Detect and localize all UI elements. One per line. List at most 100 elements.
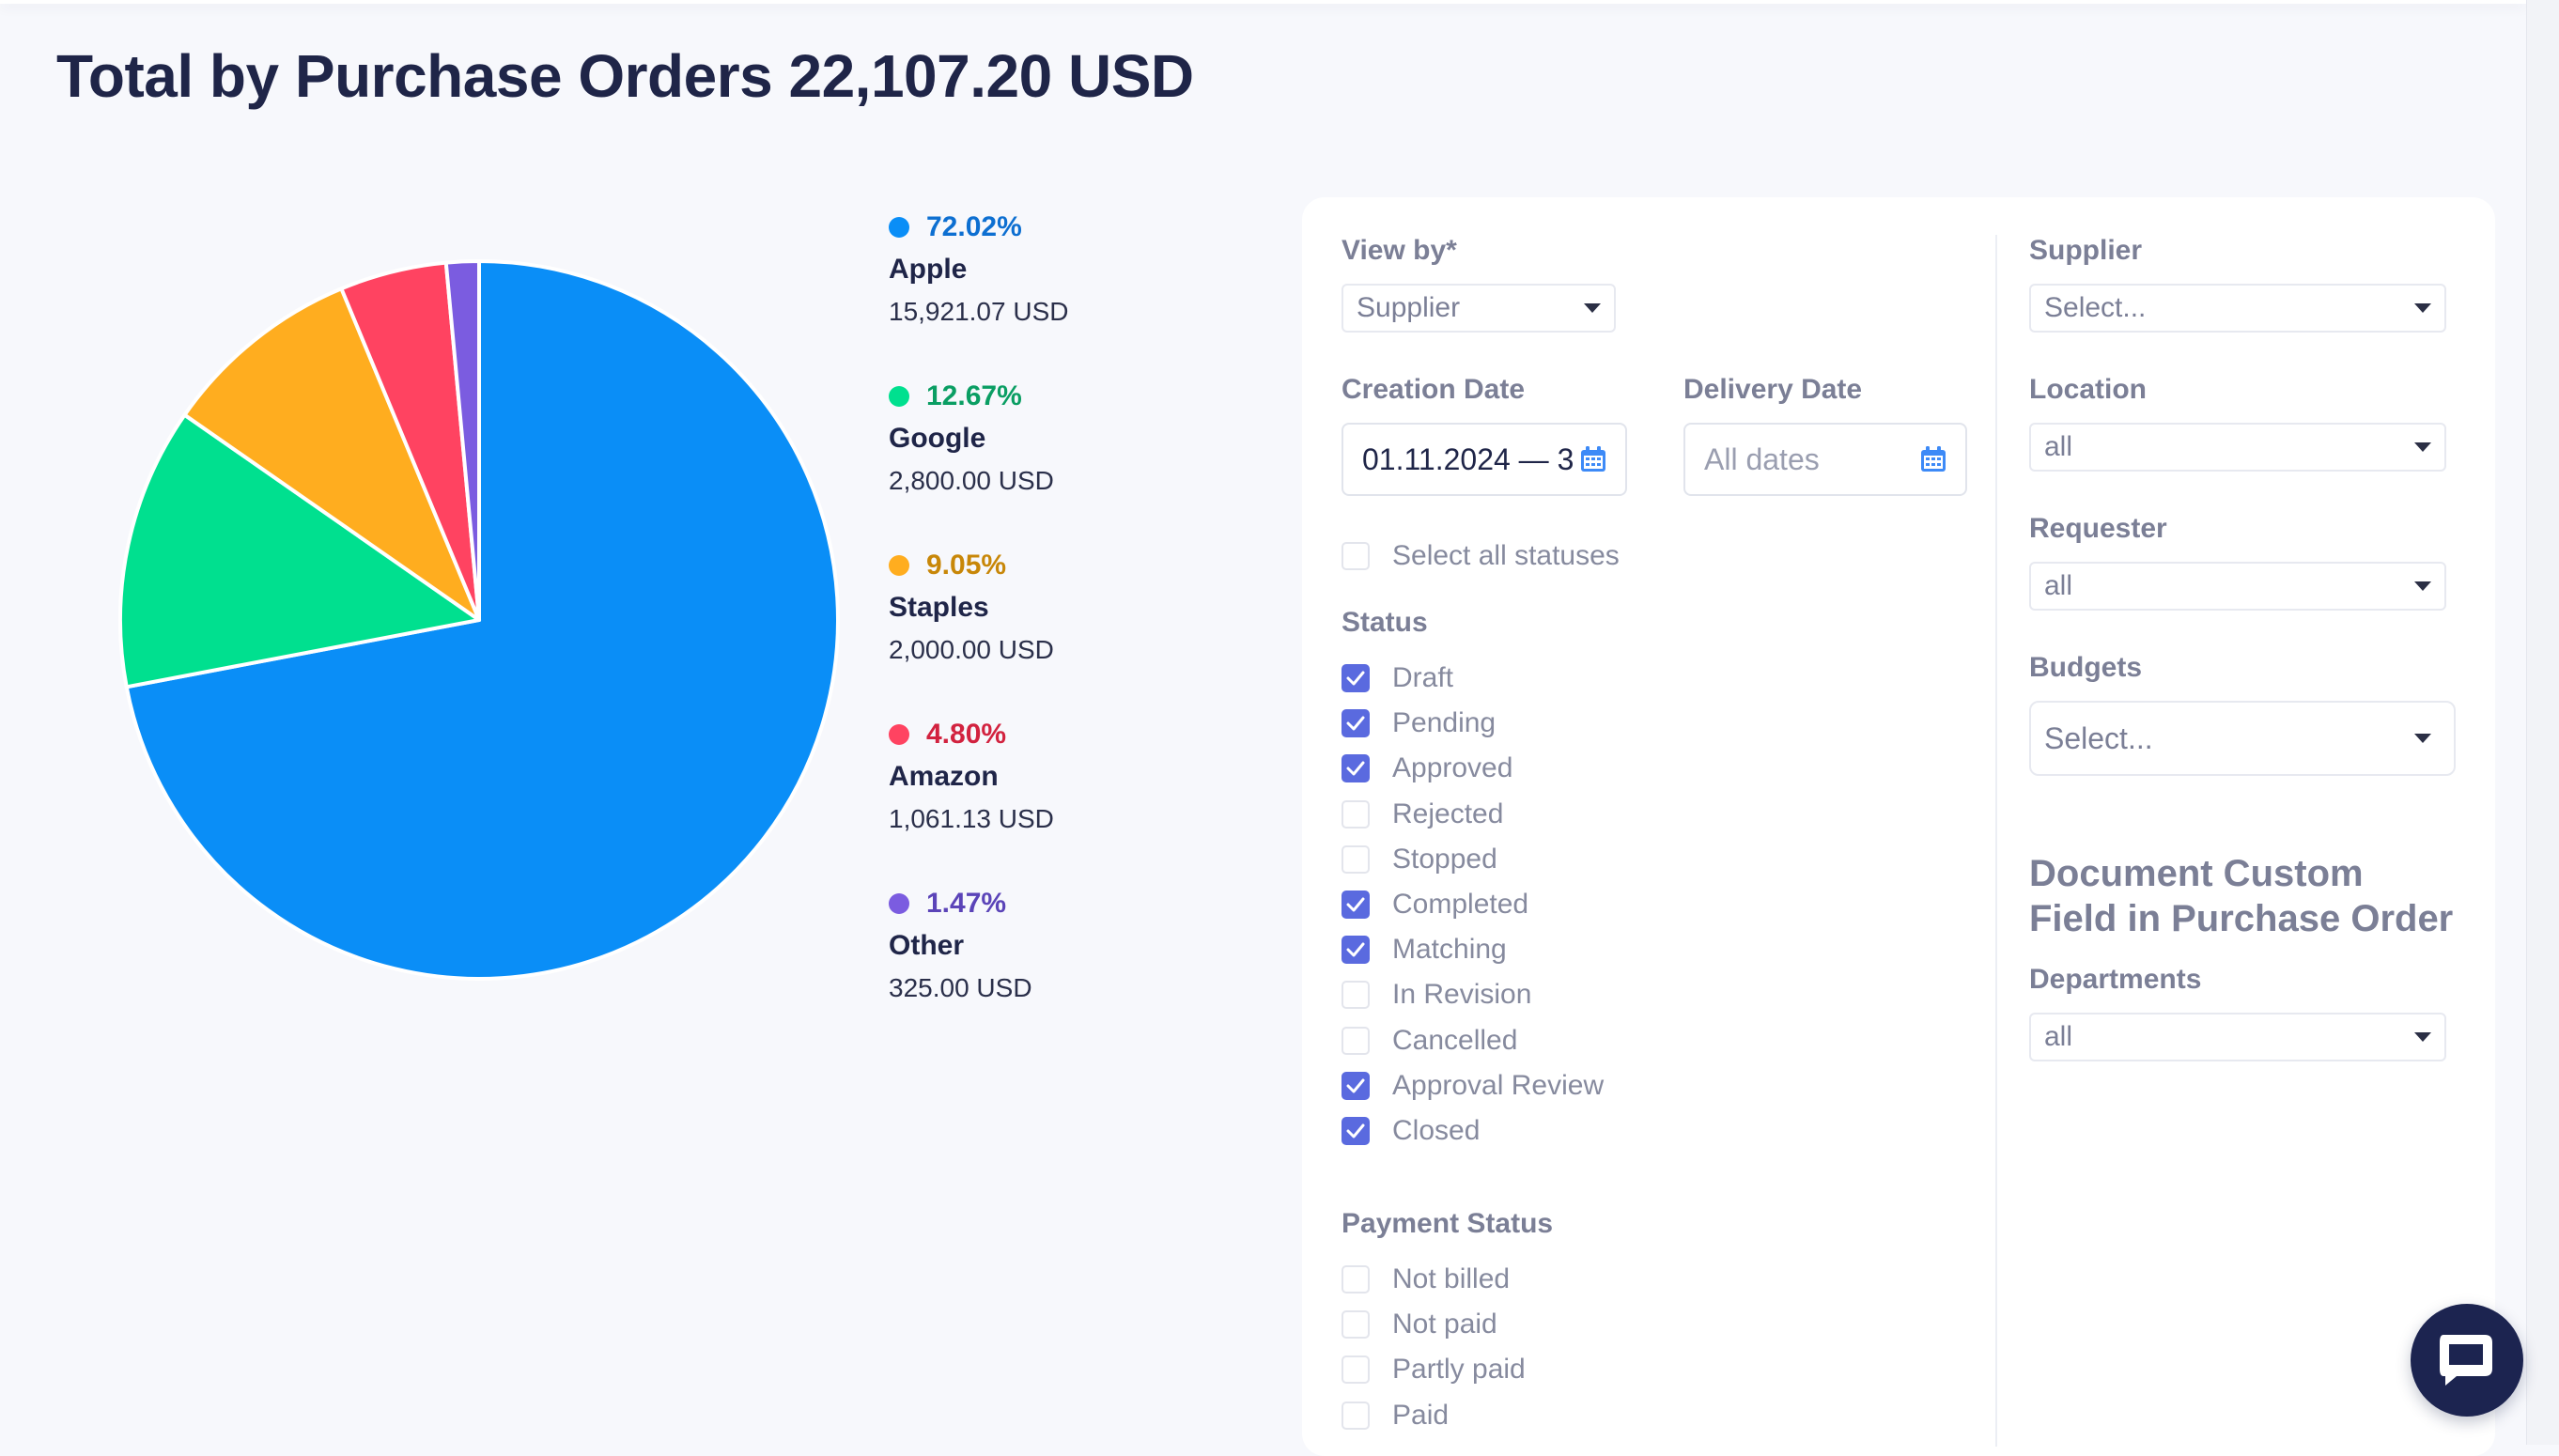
budgets-label: Budgets — [2029, 652, 2142, 683]
status-option-rejected[interactable]: Rejected — [1342, 794, 1503, 835]
chat-bubble-icon — [2440, 1335, 2492, 1386]
status-option-closed[interactable]: Closed — [1342, 1110, 1480, 1152]
checkbox[interactable] — [1342, 844, 1370, 874]
delivery-date-label: Delivery Date — [1683, 374, 1863, 405]
supplier-value: Select... — [2044, 292, 2147, 323]
status-option-draft[interactable]: Draft — [1342, 658, 1453, 699]
view-by-label: View by* — [1342, 235, 1457, 266]
checkbox[interactable] — [1342, 981, 1370, 1010]
legend-percent: 9.05% — [889, 545, 1189, 586]
checkbox[interactable] — [1342, 1265, 1370, 1293]
checkbox-label: Not paid — [1392, 1309, 1497, 1340]
delivery-date-input[interactable]: All dates — [1683, 423, 1967, 496]
checkbox-checked[interactable] — [1342, 664, 1370, 692]
view-by-select[interactable]: Supplier — [1342, 284, 1616, 333]
chat-button[interactable] — [2411, 1304, 2523, 1417]
pie-slice-google[interactable] — [118, 412, 481, 689]
legend-color-dot — [889, 386, 909, 407]
checkbox-label: Draft — [1392, 662, 1454, 693]
creation-date-input[interactable]: 01.11.2024 — 3 — [1342, 423, 1627, 496]
location-select[interactable]: all — [2029, 423, 2446, 472]
checkbox[interactable] — [1342, 1401, 1370, 1430]
legend-amount: 15,921.07 USD — [889, 297, 1069, 326]
select-all-statuses-checkbox[interactable]: Select all statuses — [1342, 535, 1620, 577]
legend-percent-text: 9.05% — [926, 550, 1007, 581]
legend-percent: 1.47% — [889, 883, 1189, 924]
status-option-stopped[interactable]: Stopped — [1342, 839, 1497, 880]
checkmark-icon — [1346, 716, 1365, 731]
legend-label: Other — [889, 930, 965, 961]
calendar-icon[interactable] — [1578, 444, 1608, 474]
legend-percent-text: 4.80% — [926, 719, 1007, 750]
payment-status-label: Payment Status — [1342, 1208, 1554, 1239]
checkbox[interactable] — [1342, 1026, 1370, 1055]
checkbox-checked[interactable] — [1342, 709, 1370, 738]
select-all-statuses-label: Select all statuses — [1392, 540, 1620, 571]
checkbox[interactable] — [1342, 542, 1370, 570]
checkbox[interactable] — [1342, 1355, 1370, 1385]
chevron-down-icon — [2414, 442, 2431, 452]
legend-color-dot — [889, 555, 909, 576]
requester-value: all — [2044, 570, 2073, 601]
departments-select[interactable]: all — [2029, 1013, 2446, 1061]
pie-slice-staples[interactable] — [182, 287, 481, 622]
checkbox[interactable] — [1342, 799, 1370, 829]
status-option-approval-review[interactable]: Approval Review — [1342, 1065, 1604, 1107]
pie-slice-other[interactable] — [443, 259, 481, 622]
status-option-partly-paid[interactable]: Partly paid — [1342, 1349, 1526, 1390]
scrollbar[interactable] — [2526, 0, 2559, 1445]
checkmark-icon — [1346, 761, 1365, 776]
supplier-label: Supplier — [2029, 235, 2143, 266]
panel-divider — [1995, 235, 1997, 1447]
chart-legend: 72.02% Apple 15,921.07 USD 12.67% Google 2,80… — [889, 207, 1189, 1052]
top-bar — [0, 0, 2527, 4]
pie-chart — [118, 259, 840, 981]
checkbox-label: Closed — [1392, 1115, 1481, 1146]
legend-amount: 1,061.13 USD — [889, 804, 1054, 833]
departments-label: Departments — [2029, 964, 2202, 995]
filter-panel — [1302, 197, 2495, 1456]
page-title: Total by Purchase Orders 22,107.20 USD — [56, 42, 1194, 110]
checkbox[interactable] — [1342, 1310, 1370, 1340]
checkbox-checked[interactable] — [1342, 1071, 1370, 1100]
status-option-paid[interactable]: Paid — [1342, 1395, 1449, 1436]
status-option-not-paid[interactable]: Not paid — [1342, 1304, 1497, 1345]
checkbox-label: Not billed — [1392, 1263, 1511, 1294]
status-option-completed[interactable]: Completed — [1342, 884, 1528, 925]
status-option-not-billed[interactable]: Not billed — [1342, 1259, 1510, 1300]
pie-slice-apple[interactable] — [124, 259, 840, 981]
chevron-down-icon — [2414, 581, 2431, 591]
checkbox-checked[interactable] — [1342, 891, 1370, 919]
creation-date-value: 01.11.2024 — 3 — [1362, 441, 1574, 476]
status-label: Status — [1342, 607, 1428, 638]
legend-item: 1.47% Other 325.00 USD — [889, 883, 1189, 1052]
legend-item: 72.02% Apple 15,921.07 USD — [889, 207, 1189, 376]
status-option-in-revision[interactable]: In Revision — [1342, 974, 1531, 1015]
legend-color-dot — [889, 893, 909, 914]
budgets-select[interactable]: Select... — [2029, 701, 2456, 776]
supplier-select[interactable]: Select... — [2029, 284, 2446, 333]
checkbox-label: Stopped — [1392, 843, 1497, 875]
checkbox-checked[interactable] — [1342, 754, 1370, 783]
view-by-value: Supplier — [1357, 292, 1461, 323]
status-option-cancelled[interactable]: Cancelled — [1342, 1020, 1517, 1061]
checkmark-icon — [1346, 897, 1365, 912]
checkbox-checked[interactable] — [1342, 1117, 1370, 1145]
legend-amount: 2,000.00 USD — [889, 635, 1054, 664]
budgets-value: Select... — [2044, 720, 2153, 755]
status-option-approved[interactable]: Approved — [1342, 748, 1512, 789]
status-option-matching[interactable]: Matching — [1342, 929, 1507, 970]
custom-field-title-line1: Document Custom — [2029, 853, 2364, 894]
checkbox-label: Paid — [1392, 1399, 1450, 1431]
delivery-date-placeholder: All dates — [1704, 441, 1820, 476]
checkbox-label: In Revision — [1392, 979, 1532, 1011]
calendar-icon[interactable] — [1918, 444, 1948, 474]
status-option-pending[interactable]: Pending — [1342, 703, 1496, 744]
legend-percent: 12.67% — [889, 376, 1189, 417]
legend-label: Google — [889, 423, 986, 454]
checkbox-checked[interactable] — [1342, 936, 1370, 965]
legend-percent-text: 12.67% — [926, 380, 1022, 411]
requester-select[interactable]: all — [2029, 562, 2446, 611]
chevron-down-icon — [2414, 303, 2431, 313]
checkbox-label: Partly paid — [1392, 1354, 1526, 1386]
